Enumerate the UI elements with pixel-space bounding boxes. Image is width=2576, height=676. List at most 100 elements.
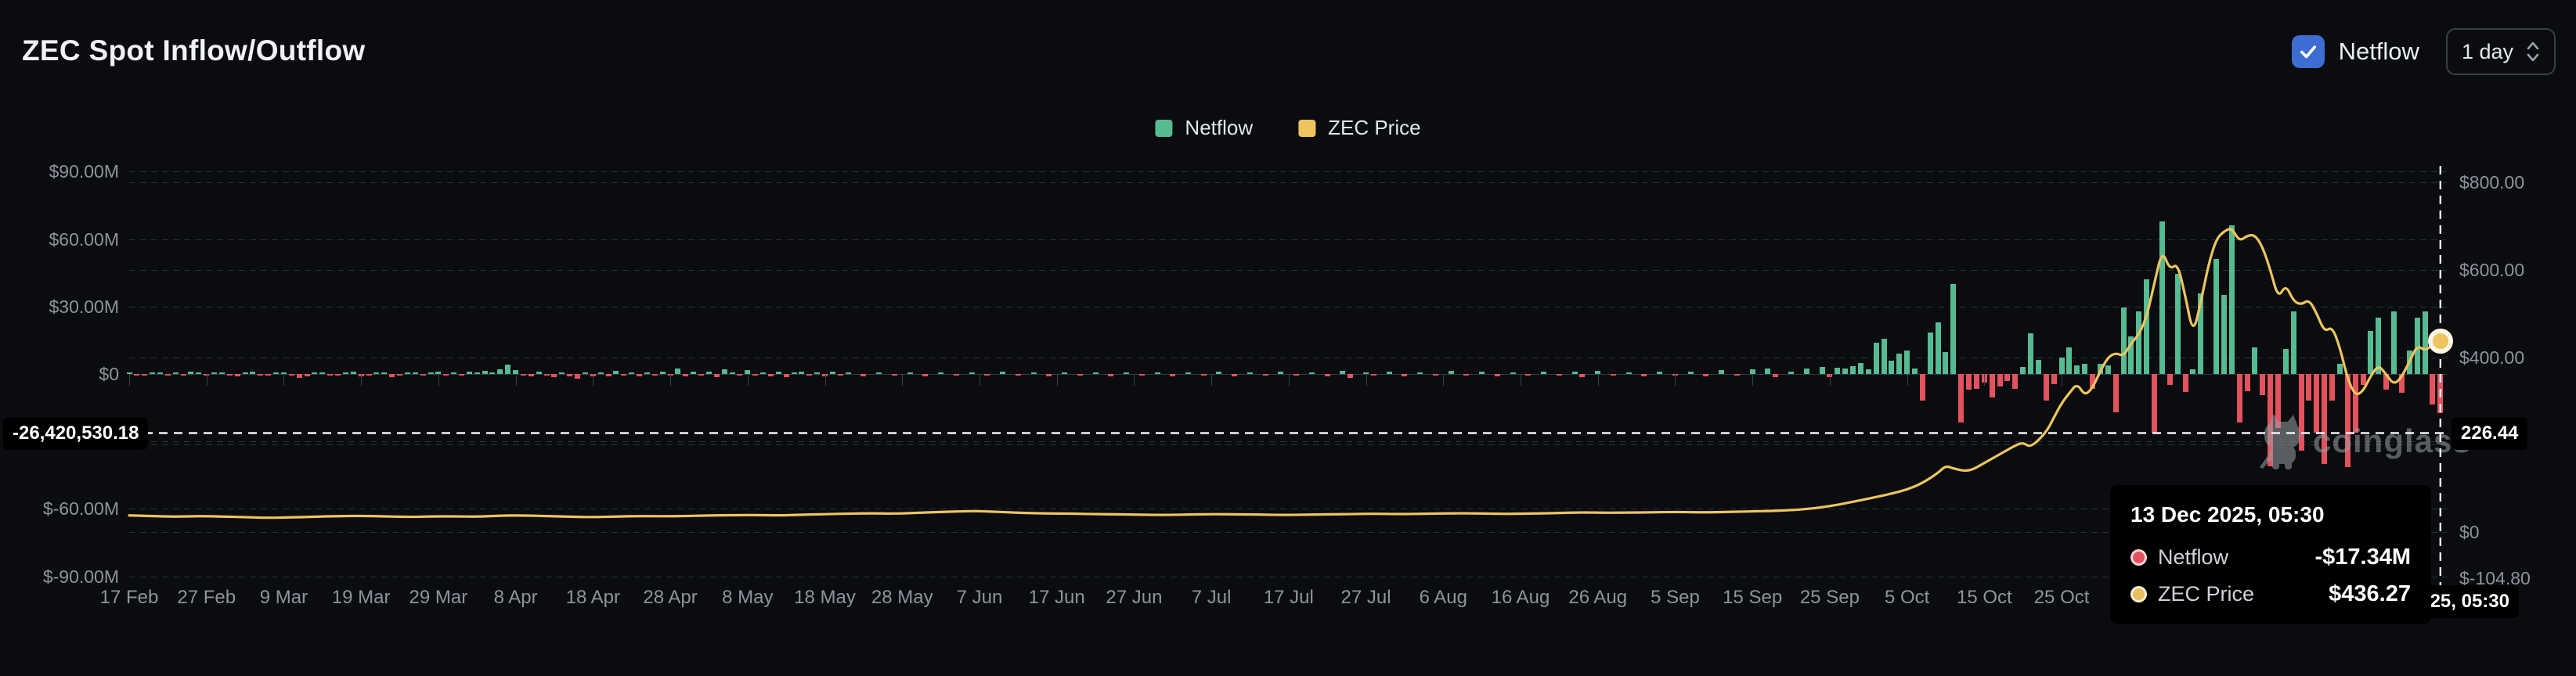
netflow-bar[interactable]: [1309, 372, 1315, 374]
netflow-bar[interactable]: [443, 374, 449, 376]
netflow-bar[interactable]: [397, 374, 402, 376]
netflow-bar[interactable]: [211, 372, 217, 374]
netflow-bar[interactable]: [2128, 336, 2134, 374]
netflow-bar[interactable]: [1247, 372, 1253, 374]
netflow-bar[interactable]: [2368, 331, 2373, 374]
netflow-bar[interactable]: [644, 372, 650, 374]
netflow-bar[interactable]: [258, 374, 263, 376]
netflow-bar[interactable]: [1293, 374, 1299, 376]
netflow-bar[interactable]: [760, 372, 766, 374]
netflow-bar[interactable]: [1943, 352, 1948, 374]
netflow-bar[interactable]: [698, 374, 704, 376]
netflow-bar[interactable]: [373, 372, 379, 374]
netflow-bar[interactable]: [2283, 349, 2289, 374]
netflow-bar[interactable]: [2059, 358, 2065, 374]
netflow-bar[interactable]: [606, 374, 612, 376]
netflow-bar[interactable]: [413, 372, 418, 374]
netflow-bar[interactable]: [1827, 374, 1832, 377]
netflow-bar[interactable]: [2245, 374, 2250, 391]
netflow-checkbox[interactable]: [2291, 35, 2325, 68]
netflow-bar[interactable]: [629, 372, 634, 374]
netflow-bar[interactable]: [1325, 374, 1330, 376]
netflow-bar[interactable]: [250, 372, 255, 374]
netflow-bar[interactable]: [1990, 374, 1995, 397]
netflow-bar[interactable]: [2121, 307, 2127, 374]
netflow-bar[interactable]: [204, 374, 209, 376]
netflow-bar[interactable]: [1804, 369, 1809, 374]
netflow-bar[interactable]: [2260, 374, 2265, 395]
netflow-bar[interactable]: [2028, 333, 2033, 374]
netflow-bar[interactable]: [1155, 372, 1160, 374]
netflow-bar[interactable]: [814, 372, 820, 374]
netflow-bar[interactable]: [1572, 372, 1578, 374]
netflow-bar[interactable]: [544, 374, 550, 376]
netflow-bar[interactable]: [1765, 369, 1770, 374]
netflow-bar[interactable]: [1881, 339, 1887, 374]
netflow-bar[interactable]: [1031, 372, 1037, 374]
netflow-bar[interactable]: [1788, 372, 1794, 374]
netflow-bar[interactable]: [2004, 374, 2010, 381]
netflow-bar[interactable]: [1340, 371, 1345, 374]
netflow-bar[interactable]: [134, 374, 139, 376]
netflow-bar[interactable]: [907, 372, 913, 374]
netflow-bar[interactable]: [2229, 225, 2235, 374]
netflow-bar[interactable]: [1216, 372, 1221, 374]
netflow-bar[interactable]: [737, 374, 742, 376]
netflow-bar[interactable]: [2337, 364, 2343, 374]
netflow-bar[interactable]: [474, 372, 480, 374]
netflow-bar[interactable]: [2376, 318, 2381, 374]
netflow-bar[interactable]: [583, 372, 588, 374]
netflow-bar[interactable]: [1433, 374, 1438, 376]
netflow-bar[interactable]: [1124, 372, 1129, 374]
netflow-bar[interactable]: [1479, 372, 1485, 374]
netflow-bar[interactable]: [366, 374, 372, 376]
netflow-bar[interactable]: [799, 372, 804, 374]
netflow-bar[interactable]: [1371, 374, 1376, 376]
netflow-bar[interactable]: [2113, 374, 2119, 412]
netflow-bar[interactable]: [181, 374, 186, 376]
netflow-bar[interactable]: [2383, 374, 2389, 390]
netflow-bar[interactable]: [1928, 333, 1933, 374]
netflow-bar[interactable]: [1185, 372, 1191, 374]
netflow-bar[interactable]: [420, 374, 426, 376]
netflow-bar[interactable]: [2144, 279, 2149, 374]
netflow-bar[interactable]: [1874, 343, 1879, 374]
netflow-bar[interactable]: [467, 372, 472, 374]
netflow-bar[interactable]: [405, 372, 410, 374]
netflow-bar[interactable]: [806, 374, 812, 376]
netflow-bar[interactable]: [428, 372, 434, 374]
netflow-bar[interactable]: [1510, 372, 1516, 374]
netflow-bar[interactable]: [297, 374, 302, 378]
netflow-bar[interactable]: [150, 372, 155, 374]
netflow-bar[interactable]: [776, 372, 781, 374]
netflow-bar[interactable]: [459, 374, 464, 376]
netflow-bar[interactable]: [1958, 374, 1964, 422]
netflow-bar[interactable]: [513, 370, 518, 374]
netflow-bar[interactable]: [1263, 374, 1268, 376]
netflow-bar[interactable]: [2252, 347, 2257, 374]
netflow-bar[interactable]: [730, 372, 735, 374]
netflow-bar[interactable]: [327, 374, 333, 376]
netflow-bar[interactable]: [2221, 295, 2227, 374]
netflow-bar[interactable]: [2213, 259, 2219, 374]
interval-dropdown[interactable]: 1 day: [2445, 28, 2556, 75]
netflow-bar[interactable]: [2361, 374, 2366, 385]
netflow-toggle[interactable]: Netflow: [2291, 35, 2419, 68]
netflow-bar[interactable]: [1997, 374, 2003, 387]
netflow-bar[interactable]: [683, 374, 688, 376]
netflow-bar[interactable]: [559, 372, 565, 374]
netflow-bar[interactable]: [2152, 374, 2157, 433]
netflow-bar[interactable]: [381, 372, 387, 374]
netflow-bar[interactable]: [1719, 370, 1724, 374]
netflow-bar[interactable]: [2136, 311, 2141, 374]
netflow-bar[interactable]: [1974, 374, 1979, 389]
netflow-bar[interactable]: [1850, 366, 1856, 374]
netflow-bar[interactable]: [822, 374, 828, 376]
netflow-bar[interactable]: [1904, 351, 1910, 374]
netflow-bar[interactable]: [521, 374, 526, 376]
netflow-bar[interactable]: [1842, 369, 1848, 374]
netflow-bar[interactable]: [860, 374, 866, 376]
netflow-bar[interactable]: [489, 372, 495, 374]
netflow-bar[interactable]: [768, 374, 774, 376]
netflow-bar[interactable]: [1463, 374, 1469, 376]
